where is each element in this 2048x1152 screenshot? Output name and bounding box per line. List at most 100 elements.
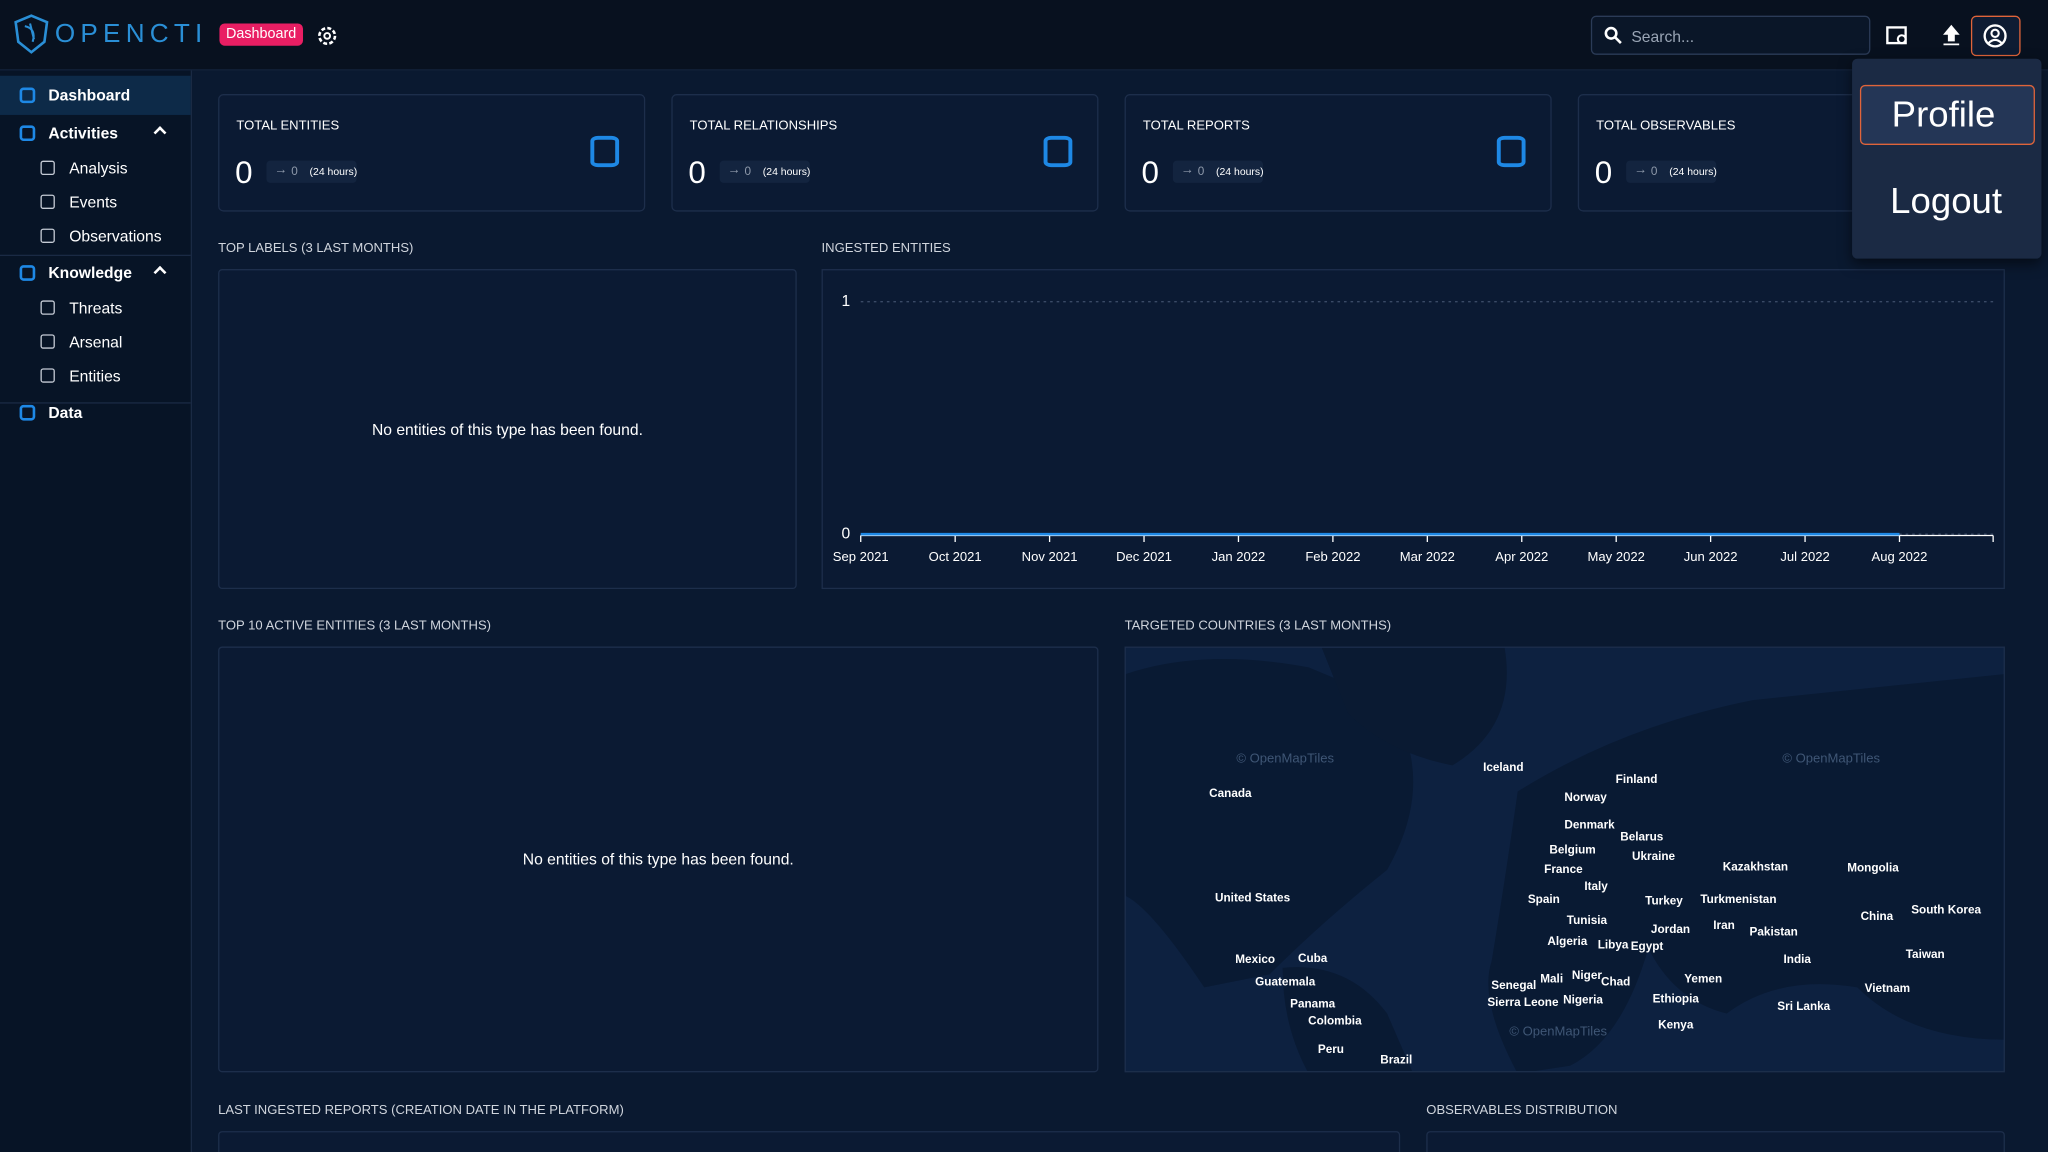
ingested-chart: 0 1 Sep 2021 Oct 2021 Nov 2021 Dec 2021 Jan 20… [821, 269, 2005, 590]
map-attribution: © OpenMapTiles [1509, 1023, 1607, 1038]
settings-button[interactable] [316, 25, 338, 47]
import-button[interactable] [1941, 24, 1962, 48]
country-label: Yemen [1684, 973, 1722, 986]
nav-active-bg[interactable] [0, 75, 191, 115]
search-placeholder: Search... [1631, 27, 1695, 46]
menu-item[interactable]: Profile [1891, 94, 1996, 135]
country-label: Ukraine [1632, 850, 1676, 863]
x-tick-label: Aug 2022 [1872, 549, 1928, 564]
nav-sub-item[interactable]: Entities [69, 367, 121, 386]
card-title: TOTAL REPORTS [1142, 118, 1250, 134]
x-tick-label: Nov 2021 [1022, 549, 1078, 564]
nav-sub-item[interactable]: Observations [69, 227, 162, 246]
search-icon [1604, 26, 1622, 45]
country-label: Vietnam [1865, 982, 1910, 995]
country-label: Algeria [1547, 935, 1587, 948]
card-delta-arrow: → [1633, 163, 1648, 178]
country-label: Nigeria [1563, 994, 1603, 1007]
nav-sub-item[interactable]: Threats [69, 299, 123, 318]
country-label: United States [1215, 892, 1291, 905]
x-tick-label: Jul 2022 [1780, 549, 1829, 564]
country-label: Cuba [1298, 952, 1328, 965]
nav-icon [19, 125, 36, 142]
nav-sub-item[interactable]: Arsenal [69, 333, 123, 352]
user-icon [1983, 24, 2007, 48]
search-entities-button[interactable] [1885, 24, 1911, 48]
country-label: Belarus [1620, 830, 1664, 843]
x-tick-label: Mar 2022 [1400, 549, 1455, 564]
map-attribution: © OpenMapTiles [1236, 750, 1334, 765]
card-delta-arrow: → [274, 163, 288, 178]
card-icon [1043, 135, 1073, 168]
country-label: Guatemala [1255, 975, 1316, 988]
card-delta-chip [1626, 160, 1717, 183]
nav-item[interactable]: Dashboard [48, 86, 131, 105]
country-label: France [1544, 863, 1583, 876]
panel-title: TARGETED COUNTRIES (3 LAST MONTHS) [1124, 619, 1392, 634]
card-value: 0 [1594, 155, 1613, 191]
card-delta: 0 [1197, 164, 1205, 178]
profile-item-bg[interactable] [1859, 84, 2035, 145]
country-label: Canada [1209, 787, 1252, 800]
nav-divider [0, 254, 191, 256]
country-label: Senegal [1491, 979, 1536, 992]
country-label: Chad [1601, 975, 1630, 988]
logo-icon [14, 14, 49, 54]
x-tick-label: Feb 2022 [1305, 549, 1360, 564]
nav-sub-item[interactable]: Events [69, 193, 118, 212]
country-label: Peru [1318, 1043, 1344, 1056]
country-label: Turkey [1645, 894, 1683, 907]
nav-icon [19, 87, 36, 104]
country-label: Mali [1540, 973, 1563, 986]
country-label: Finland [1616, 773, 1658, 786]
nav-divider [0, 402, 191, 404]
map-attribution: © OpenMapTiles [1782, 750, 1880, 765]
country-label: Sri Lanka [1777, 1000, 1830, 1013]
x-tick-label: Jan 2022 [1212, 549, 1266, 564]
nav-sub-icon [40, 160, 55, 176]
search-box[interactable] [1590, 15, 1871, 55]
nav-item[interactable]: Data [48, 403, 83, 422]
x-tick-label: Jun 2022 [1684, 549, 1738, 564]
panel-title: INGESTED ENTITIES [821, 241, 951, 256]
stat-card [1124, 94, 1552, 212]
card-title: TOTAL ENTITIES [236, 118, 340, 134]
card-period: (24 hours) [762, 165, 811, 178]
card-icon [590, 135, 620, 168]
country-label: Tunisia [1567, 914, 1608, 927]
nav-sub-icon [40, 300, 55, 315]
y-tick-label: 0 [842, 525, 851, 542]
logo-text: OPENCTI [54, 19, 208, 49]
nav-sub-icon [40, 368, 55, 383]
country-label: Libya [1598, 939, 1629, 952]
country-label: Spain [1528, 893, 1560, 906]
sidebar [0, 70, 192, 1152]
menu-item[interactable]: Logout [1890, 180, 2003, 221]
nav-item[interactable]: Knowledge [48, 263, 132, 283]
card-value: 0 [235, 155, 253, 191]
country-label: Egypt [1631, 940, 1664, 953]
country-label: Turkmenistan [1700, 893, 1776, 906]
country-label: Panama [1290, 998, 1336, 1011]
country-label: Jordan [1651, 923, 1690, 936]
nav-item[interactable]: Activities [48, 124, 119, 143]
country-label: Mongolia [1847, 862, 1899, 875]
panel [1426, 1131, 2005, 1152]
card-delta-arrow: → [727, 163, 741, 178]
card-value: 0 [1141, 155, 1159, 191]
empty-message: No entities of this type has been found. [522, 850, 794, 869]
page-badge: Dashboard [219, 23, 303, 46]
country-label: Niger [1572, 969, 1602, 982]
country-label: Colombia [1308, 1014, 1362, 1027]
card-delta-chip [1172, 160, 1264, 183]
card-title: TOTAL OBSERVABLES [1596, 118, 1736, 134]
country-label: Brazil [1380, 1054, 1412, 1067]
panel-title: OBSERVABLES DISTRIBUTION [1426, 1103, 1618, 1119]
x-tick-label: Oct 2021 [929, 549, 982, 564]
y-tick-label: 1 [842, 293, 851, 310]
country-label: Taiwan [1906, 948, 1945, 961]
card-period: (24 hours) [1215, 165, 1264, 178]
nav-sub-item[interactable]: Analysis [69, 159, 128, 178]
panel [218, 269, 797, 590]
country-label: Kenya [1658, 1018, 1694, 1031]
